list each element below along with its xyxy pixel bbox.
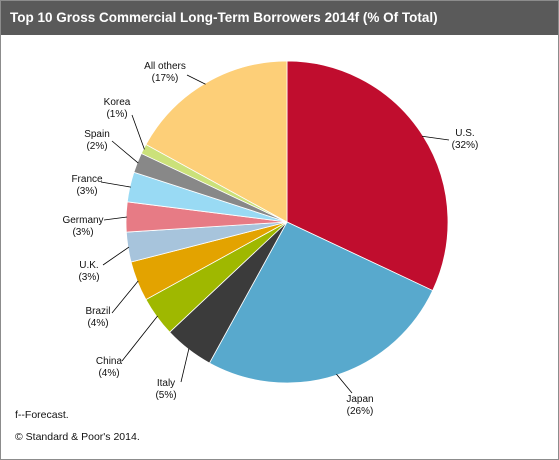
leader-line-france (100, 181, 131, 188)
pie-slices (125, 60, 449, 384)
title-bar: Top 10 Gross Commercial Long-Term Borrow… (1, 1, 558, 35)
slice-value-korea: (1%) (106, 109, 127, 120)
slice-value-france: (3%) (76, 186, 97, 197)
slice-label-germany: Germany (62, 215, 103, 226)
slice-value-u-k: (3%) (78, 272, 99, 283)
leader-line-japan (336, 373, 353, 394)
slice-label-brazil: Brazil (85, 306, 110, 317)
leader-line-korea (131, 114, 145, 150)
leader-line-china (121, 315, 158, 362)
leader-line-u-s (422, 135, 450, 141)
slice-value-brazil: (4%) (87, 318, 108, 329)
slice-label-spain: Spain (84, 129, 110, 140)
slice-label-u-s: U.S. (455, 128, 474, 139)
slice-value-u-s: (32%) (452, 140, 479, 151)
leader-line-italy (180, 348, 190, 383)
copyright-footnote: © Standard & Poor's 2014. (15, 431, 140, 443)
leader-line-u-k (102, 246, 130, 266)
slice-labels: U.S.(32%)Japan(26%)Italy(5%)China(4%)Bra… (62, 61, 478, 417)
slice-label-korea: Korea (104, 97, 131, 108)
leader-line-germany (103, 216, 128, 221)
chart-title: Top 10 Gross Commercial Long-Term Borrow… (10, 10, 438, 25)
slice-label-france: France (71, 174, 103, 185)
forecast-footnote: f--Forecast. (15, 409, 69, 421)
slice-value-spain: (2%) (86, 141, 107, 152)
slice-label-u-k: U.K. (79, 260, 98, 271)
slice-value-all-others: (17%) (152, 73, 179, 84)
slice-value-italy: (5%) (155, 390, 176, 401)
leader-lines (100, 74, 450, 394)
slice-value-germany: (3%) (72, 227, 93, 238)
slice-label-all-others: All others (144, 61, 186, 72)
leader-line-all-others (186, 74, 206, 85)
leader-line-brazil (111, 280, 139, 314)
leader-line-spain (111, 140, 139, 164)
slice-value-japan: (26%) (347, 406, 374, 417)
pie-slice-u-s (286, 60, 449, 292)
slice-label-italy: Italy (157, 378, 175, 389)
slice-label-china: China (96, 356, 123, 367)
slice-value-china: (4%) (98, 368, 119, 379)
pie-slice-all-others (145, 60, 288, 223)
slice-label-japan: Japan (346, 394, 373, 405)
